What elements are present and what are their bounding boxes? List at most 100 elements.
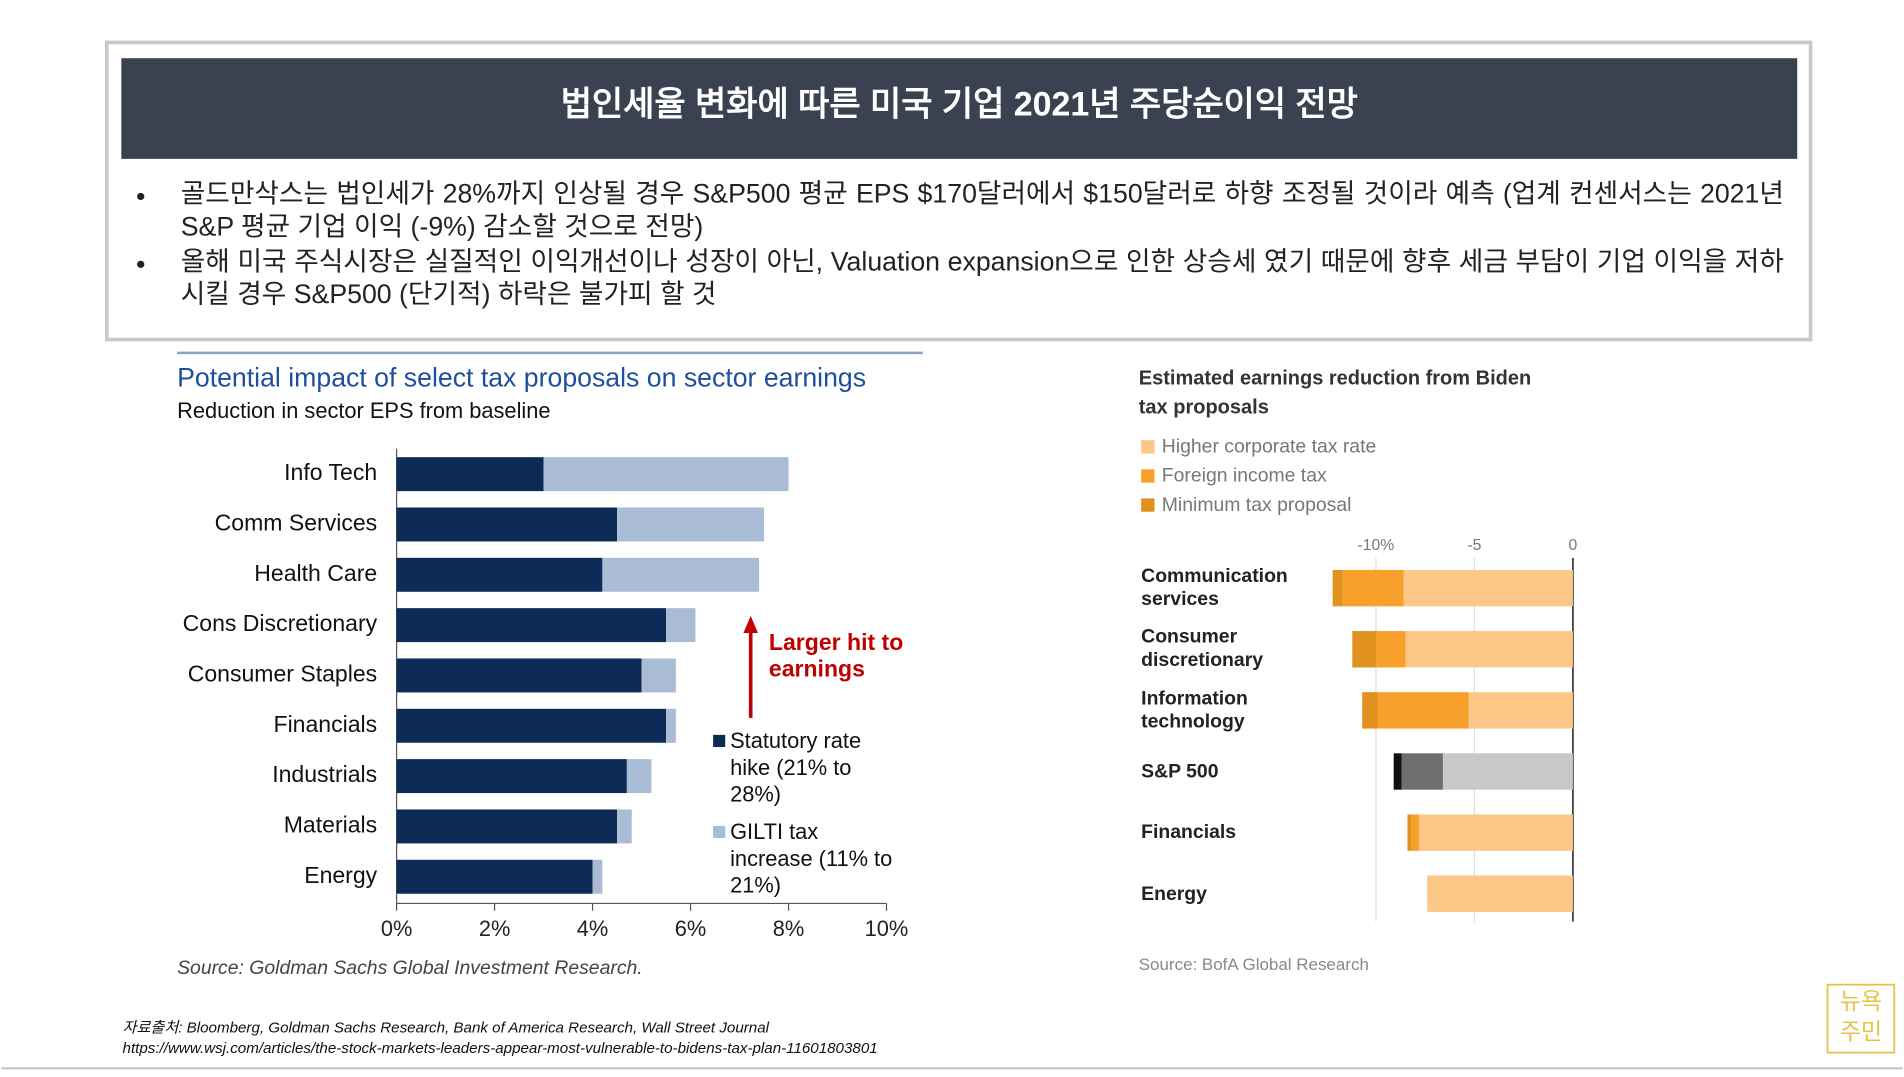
category-label-box: Information technology — [1141, 688, 1248, 733]
legend-label-box: Statutory rate hike (21% to 28%) — [730, 728, 862, 807]
box — [104, 40, 1813, 342]
bar — [543, 457, 789, 492]
bullet-text: 올해 미국 주식시장은 실질적인 이익개선이나 성장이 아닌, Valuatio… — [180, 246, 1784, 310]
category-label: Consumer Staples — [188, 661, 377, 687]
category-label: Industrials — [272, 761, 377, 787]
legend-label: Foreign income tax — [1162, 465, 1327, 487]
category-label: Info Tech — [284, 459, 377, 485]
bullet-text-box: 골드만삭스는 법인세가 28%까지 인상될 경우 S&P500 평균 EPS $… — [180, 178, 1784, 242]
legend-label: GILTI tax increase (11% to 21%) — [730, 819, 893, 898]
category-label: Communication services — [1141, 566, 1288, 610]
category-label-box: Energy — [1141, 883, 1207, 905]
bar — [1419, 814, 1573, 851]
x-tick-label: 8% — [773, 916, 805, 941]
logo-box — [1826, 983, 1896, 1054]
legend-label: Minimum tax proposal — [1162, 494, 1352, 516]
legend-label: Higher corporate tax rate — [1162, 436, 1376, 458]
x-tick-label: -10% — [1358, 537, 1395, 554]
bar — [592, 859, 603, 894]
bar — [1468, 692, 1573, 729]
category-label: Information technology — [1141, 688, 1248, 733]
category-label-box: Communication services — [1141, 566, 1288, 610]
header-bg — [121, 58, 1798, 159]
category-label-box: Consumer discretionary — [1141, 627, 1264, 672]
category-label-box: Financials — [1141, 822, 1237, 843]
x-tick-label: 2% — [479, 916, 511, 941]
bar — [1375, 631, 1406, 668]
bar — [396, 809, 618, 844]
category-label: Health Care — [254, 560, 377, 586]
x-tick-label: 4% — [577, 916, 609, 941]
chart-source: Source: Goldman Sachs Global Investment … — [177, 957, 643, 979]
legend-swatch — [713, 825, 726, 838]
bar — [396, 859, 593, 894]
legend-swatch — [1141, 440, 1155, 454]
category-label: Financials — [1141, 822, 1237, 843]
legend-swatch — [1141, 498, 1155, 512]
chart-subtitle: Reduction in sector EPS from baseline — [177, 398, 550, 423]
bar — [396, 708, 667, 743]
bar — [396, 658, 642, 693]
chart-title: Estimated earnings reduction from Biden … — [1138, 367, 1532, 419]
footer-url: https://www.wsj.com/articles/the-stock-m… — [123, 1040, 878, 1057]
bar — [1352, 631, 1376, 668]
bar — [1393, 753, 1402, 790]
category-label: Energy — [1141, 883, 1207, 905]
category-label: Energy — [304, 862, 377, 888]
x-tick-label: 6% — [675, 916, 707, 941]
chart-title-box: Estimated earnings reduction from Biden … — [1138, 367, 1532, 419]
legend-swatch — [713, 734, 726, 748]
bar — [396, 608, 667, 643]
category-label: Cons Discretionary — [183, 610, 378, 636]
bar — [1427, 875, 1573, 912]
bullet-text-box: 올해 미국 주식시장은 실질적인 이익개선이나 성장이 아닌, Valuatio… — [180, 246, 1784, 310]
bar — [1405, 631, 1573, 668]
bar — [666, 708, 676, 743]
bullet-dot — [137, 260, 145, 268]
bar — [1442, 753, 1573, 790]
legend-label-box: GILTI tax increase (11% to 21%) — [730, 819, 893, 898]
legend-swatch — [1141, 469, 1155, 483]
bar — [1401, 753, 1443, 790]
bar — [1407, 814, 1412, 851]
category-label: S&P 500 — [1141, 761, 1219, 782]
bar — [1342, 569, 1404, 607]
bar — [641, 658, 676, 693]
bar — [396, 457, 544, 492]
logo-box: 뉴욕 주민 — [1839, 989, 1883, 1046]
category-label: Materials — [284, 812, 377, 838]
x-tick-label: 0 — [1569, 537, 1578, 554]
bar — [396, 557, 603, 592]
category-label-box: S&P 500 — [1141, 761, 1219, 782]
bullet-text: 골드만삭스는 법인세가 28%까지 인상될 경우 S&P500 평균 EPS $… — [180, 178, 1784, 242]
bar — [617, 809, 632, 844]
bar — [1362, 692, 1378, 729]
x-tick-label: -5 — [1467, 537, 1481, 554]
bar — [617, 507, 765, 542]
annotation-box: Larger hit to earnings — [768, 630, 904, 683]
arrow-head — [743, 616, 758, 634]
bar — [1377, 692, 1469, 729]
bullet-dot — [137, 192, 145, 201]
footer-sources: 자료출처: Bloomberg, Goldman Sachs Research,… — [123, 1019, 770, 1036]
header-title: 법인세율 변화에 따른 미국 기업 2021년 주당순이익 전망 — [561, 86, 1358, 124]
category-label: Consumer discretionary — [1141, 627, 1264, 672]
annotation: Larger hit to earnings — [768, 630, 904, 683]
x-tick-label: 10% — [865, 916, 909, 941]
category-label: Comm Services — [215, 510, 378, 536]
bar — [1403, 569, 1573, 607]
legend-label: Statutory rate hike (21% to 28%) — [730, 728, 862, 807]
x-tick-label: 0% — [381, 916, 413, 941]
chart-source: Source: BofA Global Research — [1139, 955, 1369, 974]
chart-title: Potential impact of select tax proposals… — [177, 363, 866, 393]
bar — [396, 507, 618, 542]
bar — [1411, 814, 1420, 851]
category-label: Financials — [274, 711, 378, 737]
bar — [1332, 569, 1343, 607]
logo: 뉴욕 주민 — [1839, 989, 1883, 1046]
bar — [602, 557, 760, 592]
bar — [396, 759, 627, 794]
bar — [626, 759, 652, 794]
